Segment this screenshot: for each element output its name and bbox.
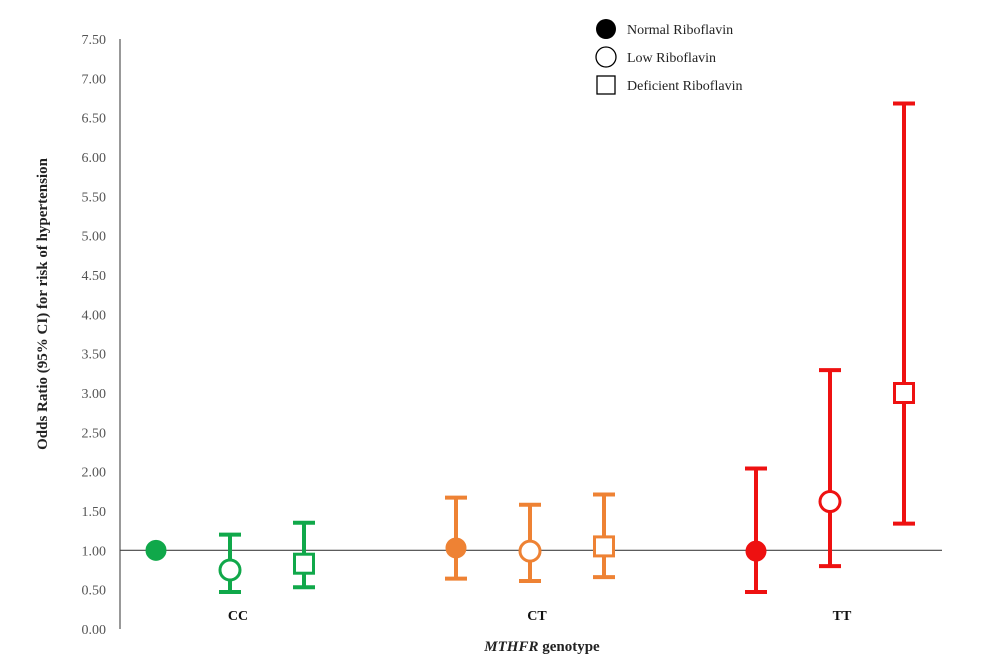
data-point-ct-2 <box>518 502 542 584</box>
legend-label: Normal Riboflavin <box>627 23 733 38</box>
y-tick-label: 5.00 <box>82 230 107 245</box>
marker-open-square <box>293 552 315 575</box>
legend-marker-filled-circle <box>596 19 616 39</box>
y-tick-label: 6.00 <box>82 151 107 166</box>
marker-open-circle <box>818 490 842 514</box>
legend: Normal Riboflavin Low Riboflavin Deficient… <box>595 19 742 95</box>
data-point-cc-1 <box>145 539 167 561</box>
y-tick-label: 7.50 <box>82 33 107 48</box>
data-point-ct-1 <box>445 495 467 581</box>
x-axis-title-rest: genotype <box>538 639 600 655</box>
x-axis-title-gene: MTHFR <box>483 639 538 655</box>
x-axis-title: MTHFR genotype <box>483 639 600 655</box>
y-tick-label: 3.00 <box>82 387 107 402</box>
legend-item-3: Deficient Riboflavin <box>596 75 742 95</box>
legend-label: Deficient Riboflavin <box>627 79 742 94</box>
marker-open-circle <box>218 558 242 582</box>
legend-marker-open-circle <box>595 46 617 68</box>
y-tick-label: 0.00 <box>82 623 107 638</box>
legend-marker-open-square <box>596 75 616 95</box>
data-point-cc-3 <box>293 520 315 590</box>
data-point-tt-1 <box>745 466 767 595</box>
y-tick-label: 4.50 <box>82 269 107 284</box>
category-labels: CC CT TT <box>228 609 852 624</box>
category-label-tt: TT <box>833 609 852 624</box>
data-point-tt-2 <box>818 368 842 569</box>
marker-open-circle <box>518 539 542 563</box>
y-tick-label: 1.00 <box>82 544 107 559</box>
data-marks <box>145 101 915 595</box>
category-label-cc: CC <box>228 609 248 624</box>
category-label-ct: CT <box>527 609 547 624</box>
data-point-cc-2 <box>218 532 242 595</box>
marker-open-square <box>893 382 915 404</box>
marker-filled-circle <box>145 539 167 561</box>
y-tick-label: 0.50 <box>82 584 107 599</box>
data-point-ct-3 <box>593 492 615 580</box>
y-axis-ticks: 0.00 0.50 1.00 1.50 2.00 2.50 3.00 3.50 4.00 4.50… <box>82 33 107 638</box>
y-axis-title: Odds Ratio (95% CI) for risk of hyperten… <box>35 157 51 449</box>
data-point-tt-3 <box>893 101 915 526</box>
y-tick-label: 6.50 <box>82 112 107 127</box>
legend-item-2: Low Riboflavin <box>595 46 716 68</box>
y-tick-label: 5.50 <box>82 190 107 205</box>
y-tick-label: 1.50 <box>82 505 107 520</box>
y-tick-label: 7.00 <box>82 72 107 87</box>
marker-filled-circle <box>445 537 467 559</box>
y-tick-label: 4.00 <box>82 308 107 323</box>
marker-open-square <box>593 535 615 558</box>
legend-label: Low Riboflavin <box>627 51 716 66</box>
legend-item-1: Normal Riboflavin <box>596 19 733 39</box>
y-tick-label: 2.00 <box>82 466 107 481</box>
y-tick-label: 3.50 <box>82 348 107 363</box>
y-tick-label: 2.50 <box>82 426 107 441</box>
marker-filled-circle <box>745 540 767 562</box>
